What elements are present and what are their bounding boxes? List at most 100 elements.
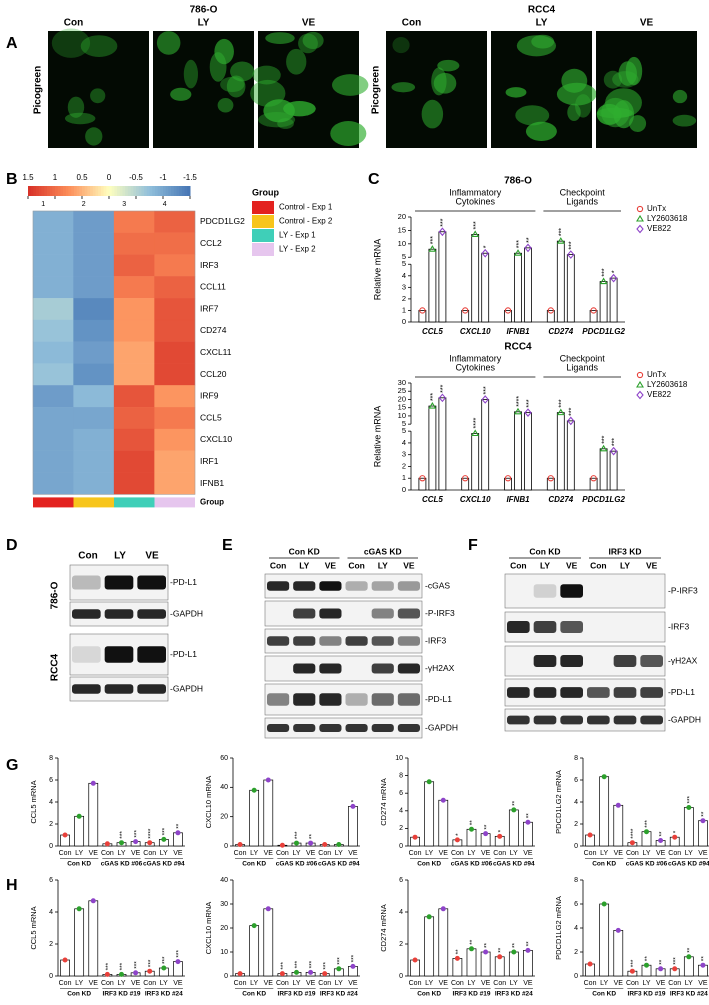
colorbar-segment xyxy=(130,186,134,196)
group-label: IRF3 KD #24 xyxy=(320,991,358,998)
significance: ** xyxy=(658,831,665,837)
legend-label: VE822 xyxy=(647,390,672,399)
bar xyxy=(514,252,522,323)
point xyxy=(686,805,692,810)
row-label: CXCL11 xyxy=(200,347,232,357)
legend-label: LY2603618 xyxy=(647,214,688,223)
band xyxy=(533,621,557,633)
cell-signal xyxy=(556,82,597,106)
lane-label: Con xyxy=(270,560,287,570)
bar xyxy=(546,310,555,323)
band xyxy=(613,687,637,698)
y-tick-label: 2 xyxy=(574,821,578,828)
band xyxy=(397,636,420,646)
cell-signal xyxy=(286,48,307,75)
band xyxy=(560,584,583,598)
band xyxy=(587,687,610,698)
colorbar-segment xyxy=(33,186,37,196)
lane-label: Con xyxy=(101,980,114,987)
heatmap-cell xyxy=(73,232,115,255)
marker xyxy=(481,248,489,258)
cell-signal xyxy=(252,65,281,85)
band xyxy=(397,663,420,674)
legend-swatch xyxy=(252,229,274,242)
cell-signal xyxy=(603,70,623,89)
band xyxy=(267,693,290,706)
bar xyxy=(249,789,260,847)
heatmap-cell xyxy=(113,407,155,430)
band xyxy=(507,715,530,725)
blot-strip xyxy=(504,678,666,707)
band xyxy=(72,609,101,619)
significance: ** xyxy=(483,824,490,830)
point xyxy=(426,779,432,785)
panel-label: D xyxy=(6,537,18,554)
group-label: Con KD xyxy=(242,991,266,998)
bar xyxy=(613,930,624,977)
bar xyxy=(88,782,99,847)
colorbar-segment xyxy=(176,186,180,196)
blot-group-label: Con KD xyxy=(289,546,320,556)
significance: ** xyxy=(687,947,694,953)
heatmap-cell xyxy=(113,450,155,473)
group-label: Con KD xyxy=(417,991,441,998)
significance: ** xyxy=(455,949,462,955)
cell-signal xyxy=(277,118,294,129)
row-label: IRF7 xyxy=(200,303,219,313)
band xyxy=(72,646,101,663)
marker xyxy=(462,307,469,314)
band xyxy=(319,608,342,619)
chart-title: 786-O xyxy=(504,176,532,187)
significance: *** xyxy=(559,399,566,407)
group-row-label: Group xyxy=(200,498,224,507)
point xyxy=(644,829,649,835)
significance: *** xyxy=(337,957,344,965)
colorbar-segment xyxy=(60,186,64,196)
bar xyxy=(471,433,480,491)
column-label: 4 xyxy=(163,201,167,208)
lane-label: LY xyxy=(467,850,475,857)
colorbar-segment xyxy=(73,186,78,196)
point xyxy=(350,963,356,969)
significance: *** xyxy=(559,228,566,236)
image-ylabel: Picogreen xyxy=(371,66,382,114)
band xyxy=(319,693,342,706)
band xyxy=(533,715,557,725)
panel-label: C xyxy=(368,171,380,188)
colorbar-segment xyxy=(184,186,188,196)
colorbar-tick-label: 1.5 xyxy=(22,173,34,182)
point xyxy=(700,818,706,824)
cell-signal xyxy=(391,82,416,93)
point xyxy=(265,777,271,783)
marker xyxy=(547,475,554,482)
significance: *** xyxy=(119,831,126,839)
band xyxy=(371,636,394,646)
lane-label: VE xyxy=(264,980,274,987)
marker xyxy=(462,475,469,482)
marker xyxy=(524,408,532,417)
row-label: PDCD1LG2 xyxy=(200,216,245,226)
heatmap-cell xyxy=(73,298,115,321)
blot-strip xyxy=(504,611,666,643)
significance: *** xyxy=(105,962,112,970)
x-tick-label: CXCL10 xyxy=(460,327,491,336)
heatmap-cell xyxy=(113,363,155,386)
bar xyxy=(504,477,512,491)
legend-title: Group xyxy=(252,187,279,197)
bar xyxy=(428,248,437,323)
colorbar-segment xyxy=(111,186,115,196)
point xyxy=(175,830,181,836)
heatmap-cell xyxy=(113,298,155,321)
colorbar-segment xyxy=(122,186,126,196)
y-axis-label: Relative mRNA xyxy=(372,406,382,468)
y-tick-label: 4 xyxy=(574,925,578,932)
point xyxy=(147,968,153,974)
bar xyxy=(504,310,512,323)
y-tick-label: 6 xyxy=(49,877,53,884)
band xyxy=(319,581,342,591)
marker xyxy=(599,277,608,285)
bar xyxy=(508,809,519,847)
lane-label: VE xyxy=(348,980,358,987)
lane-label: Con xyxy=(510,560,527,570)
significance: * xyxy=(497,829,504,832)
